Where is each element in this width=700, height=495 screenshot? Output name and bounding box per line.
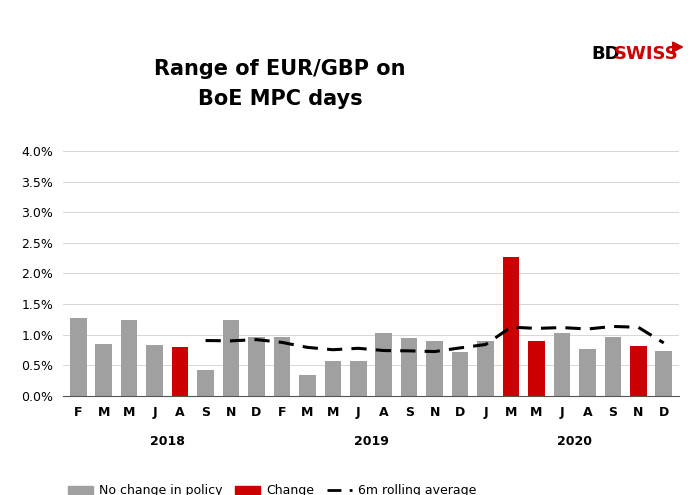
Bar	[655, 350, 672, 396]
Bar	[172, 347, 188, 396]
Text: Range of EUR/GBP on: Range of EUR/GBP on	[154, 59, 406, 79]
Bar	[146, 345, 163, 396]
Bar	[528, 341, 545, 396]
Text: 2019: 2019	[354, 435, 388, 448]
Bar	[248, 337, 265, 396]
Bar	[70, 318, 87, 396]
Bar	[630, 346, 647, 396]
Bar	[350, 361, 367, 396]
Bar	[605, 337, 621, 396]
Bar	[299, 375, 316, 396]
Bar	[95, 344, 112, 396]
Legend: No change in policy, Change, 6m rolling average: No change in policy, Change, 6m rolling …	[63, 480, 482, 495]
Text: SWISS: SWISS	[614, 45, 678, 62]
Bar	[452, 352, 468, 396]
Bar	[426, 341, 443, 396]
Bar	[503, 257, 519, 396]
Bar	[274, 337, 290, 396]
Text: 2018: 2018	[150, 435, 185, 448]
Bar	[325, 361, 341, 396]
Bar	[477, 341, 494, 396]
Text: 2020: 2020	[557, 435, 592, 448]
Bar	[375, 334, 392, 396]
Bar	[401, 339, 417, 396]
Text: BD: BD	[592, 45, 620, 62]
Bar	[579, 349, 596, 396]
Bar	[223, 320, 239, 396]
Text: BoE MPC days: BoE MPC days	[197, 89, 363, 109]
Bar	[554, 334, 570, 396]
Bar	[197, 370, 214, 396]
Bar	[121, 320, 137, 396]
